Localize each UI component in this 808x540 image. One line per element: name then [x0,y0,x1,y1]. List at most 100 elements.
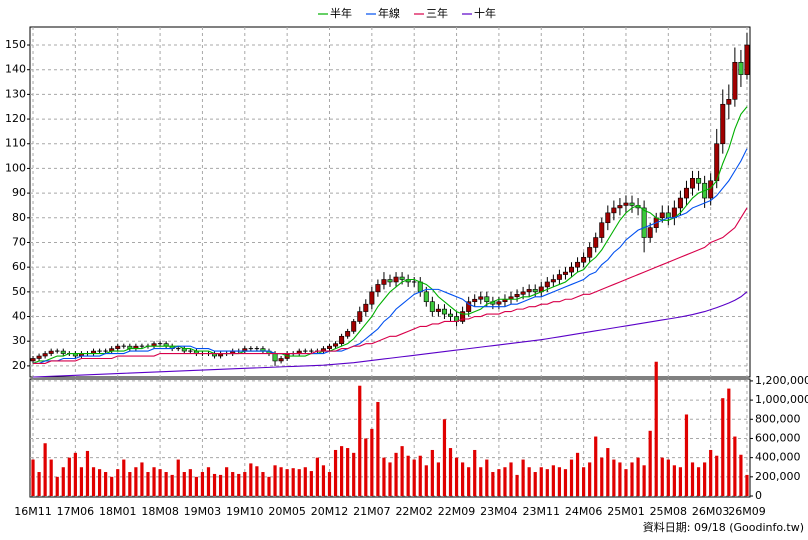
volume-bar [485,459,489,496]
volume-bar [442,419,447,496]
volume-bar [678,467,683,496]
volume-bar [418,455,422,496]
volume-bar [721,398,725,496]
volume-bar [291,468,295,496]
volume-bar [364,438,368,496]
source-note: 資料日期: 09/18 (Goodinfo.tw) [643,520,804,534]
y-tick-label: 90 [12,186,26,199]
y-tick-label: 80 [12,211,26,224]
y-tick-label: 130 [5,87,26,100]
x-tick-label: 25M01 [607,505,645,518]
legend-label: 三年 [426,6,448,20]
volume-bar [376,402,380,496]
volume-bar [636,457,640,496]
volume-bar [128,472,132,496]
candle-body [30,358,36,362]
candle-body [115,345,121,349]
volume-bar [116,469,120,496]
y-tick-label: 120 [5,112,26,125]
y-tick-label: 70 [12,235,26,248]
volume-bar [533,472,537,496]
candle-body [393,276,399,283]
candle-body [738,61,744,75]
volume-bar [430,449,434,496]
candle-body [544,281,550,288]
ma-line [33,207,748,364]
x-tick-label: 25M08 [650,505,688,518]
volume-bar [339,446,344,496]
volume-bar [527,467,531,496]
volume-bar [164,472,168,496]
volume-bar [255,466,259,496]
candle-body [357,311,363,322]
x-tick-label: 18M08 [141,505,179,518]
candle-body [659,212,665,219]
y-tick-label: 20 [12,359,26,372]
candle-body [363,303,369,312]
candle-body [520,291,526,295]
candle-body [575,261,581,268]
candle-body [496,301,502,305]
volume-bar [285,469,289,496]
volume-bar [479,467,483,496]
volume-bar [309,471,313,496]
volume-bar [327,472,332,496]
volume-bar [503,467,507,496]
volume-bar [539,467,543,496]
volume-bar [666,459,670,496]
volume-bar [182,472,186,496]
candle-body [42,353,48,357]
volume-bar [73,452,77,496]
candle-body [690,178,696,189]
candle-body [466,301,472,312]
candle-body [484,296,490,303]
volume-bar [170,474,174,496]
candle-body [732,61,738,100]
y-tick-label: 60 [12,260,26,273]
volume-bar [709,449,713,496]
ma-line [33,148,748,364]
volume-bar [624,469,628,496]
volume-bar [436,462,441,496]
volume-bar [140,462,144,496]
candle-body [375,284,381,293]
volume-bar [146,472,150,496]
candle-body [587,247,593,258]
candle-body [333,343,339,347]
volume-bar [79,467,84,496]
volume-bar [394,452,398,496]
volume-bar [642,465,646,496]
volume-bar [600,457,604,496]
candle-body [472,298,478,303]
candle-body [387,279,393,283]
y2-tick-label: 200,000 [755,470,801,483]
volume-bar [261,472,265,496]
candle-body [381,279,387,285]
volume-bar [412,459,416,496]
volume-bar [91,467,96,496]
y-tick-label: 30 [12,334,26,347]
candle-body [326,345,332,349]
volume-bar [200,472,205,496]
x-tick-label: 20M12 [311,505,349,518]
volume-bar [110,476,114,496]
legend-label: 十年 [474,6,496,20]
volume-bar [648,430,652,496]
x-tick-label: 17M06 [57,505,95,518]
volume-bar [303,467,307,496]
y2-tick-label: 600,000 [755,431,801,444]
volume-bar [703,462,707,496]
candle-body [683,187,689,199]
candle-body [605,212,611,224]
y-tick-label: 40 [12,310,26,323]
candle-body [665,212,671,219]
volume-bar [85,450,90,496]
volume-bar [739,454,743,496]
volume-bar [267,476,271,496]
volume-bar [473,449,477,496]
volume-bar [37,472,41,496]
volume-bar [152,467,156,496]
volume-bar [509,462,513,496]
y2-tick-label: 0 [755,489,762,502]
volume-bar [575,452,580,496]
